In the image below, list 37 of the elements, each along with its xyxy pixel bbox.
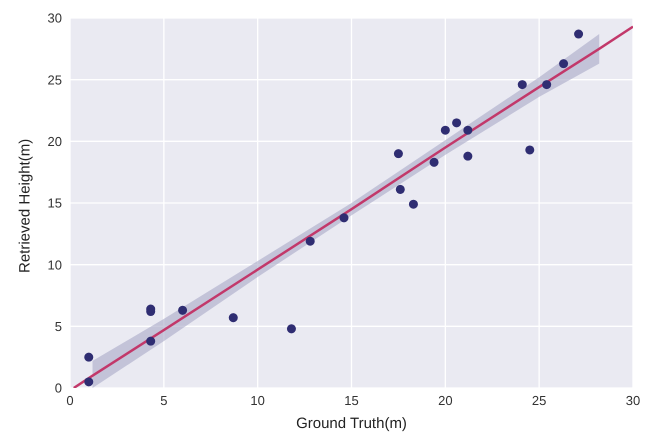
x-tick-label: 25 — [532, 393, 546, 408]
point — [525, 145, 534, 154]
x-tick-label: 10 — [250, 393, 265, 408]
point — [306, 236, 315, 246]
point — [286, 324, 296, 334]
x-tick-label: 5 — [160, 393, 168, 408]
point — [518, 80, 527, 90]
x-tick-label: 0 — [66, 393, 74, 408]
point — [559, 59, 568, 68]
point — [542, 80, 552, 90]
x-axis-title: Ground Truth(m) — [296, 415, 407, 432]
point — [430, 158, 439, 167]
y-tick-label: 10 — [48, 257, 62, 272]
point — [146, 336, 156, 346]
y-axis-title: Retrieved Height(m) — [16, 138, 34, 273]
y-tick-label: 15 — [48, 196, 62, 211]
y-tick-label: 0 — [54, 380, 62, 396]
point — [228, 313, 238, 322]
point — [394, 149, 403, 158]
x-tick-label: 15 — [344, 393, 359, 408]
x-tick-label: 30 — [626, 393, 640, 408]
point — [452, 118, 462, 128]
point — [463, 126, 472, 135]
y-tick-label: 20 — [48, 134, 62, 149]
point — [440, 126, 450, 135]
x-tick-label: 20 — [438, 393, 453, 408]
point — [408, 200, 418, 209]
point — [339, 213, 349, 222]
point — [574, 30, 584, 39]
point — [396, 184, 405, 194]
point — [84, 352, 94, 362]
point — [463, 152, 472, 161]
y-tick-label: 25 — [48, 72, 62, 88]
y-tick-label: 5 — [54, 318, 62, 334]
y-tick-label: 30 — [48, 10, 62, 26]
point — [84, 377, 94, 386]
point — [178, 306, 188, 315]
